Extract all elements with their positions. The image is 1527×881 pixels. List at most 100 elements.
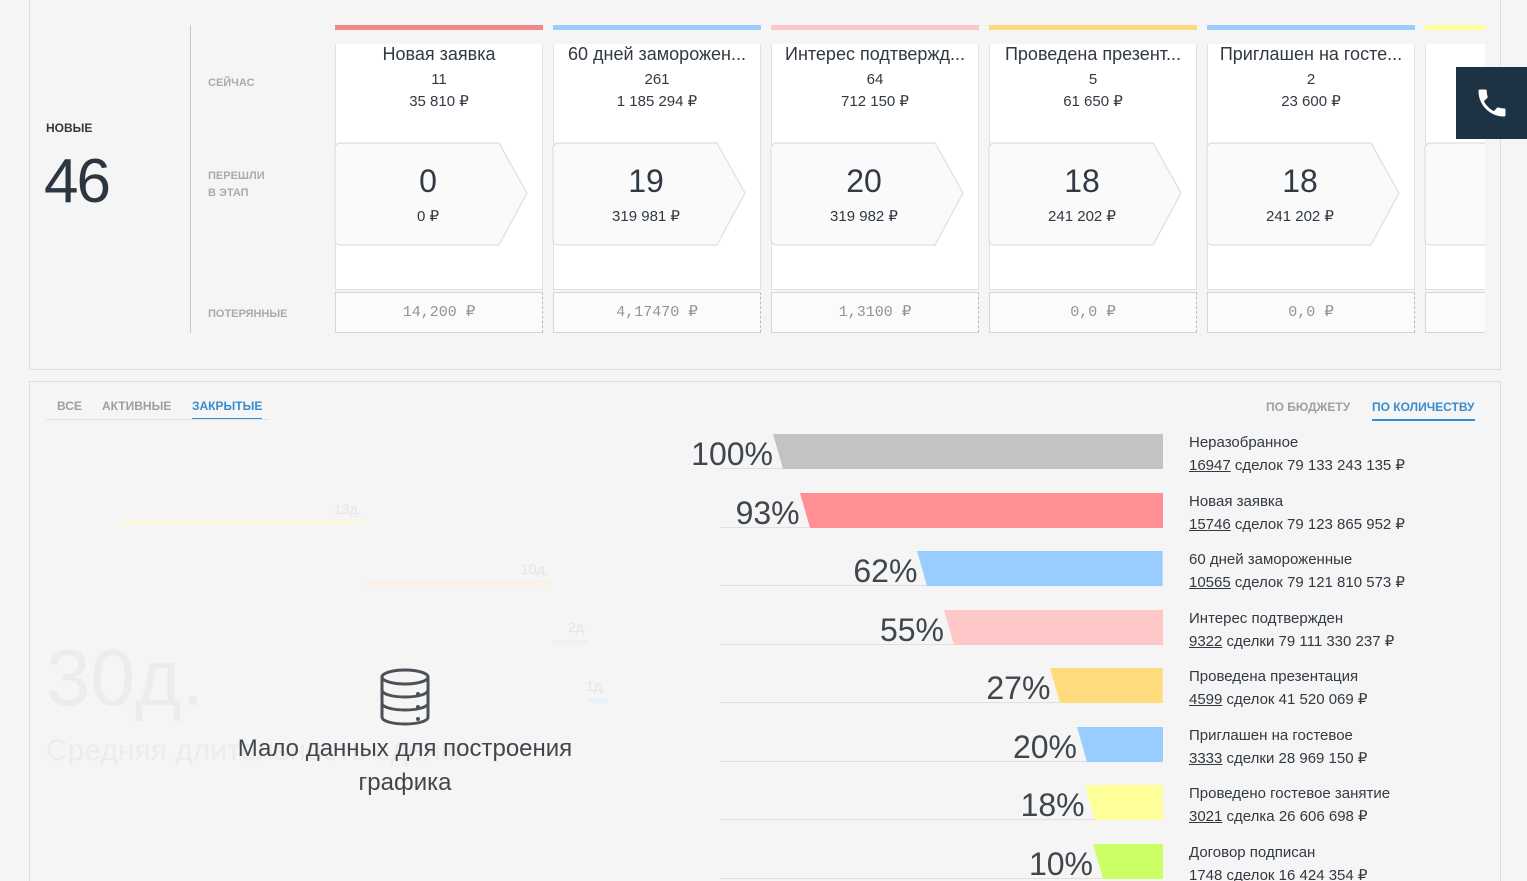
stage-color-bar — [553, 25, 761, 30]
analytics-panel: ВСЕ АКТИВНЫЕ ЗАКРЫТЫЕ ПО БЮДЖЕТУ ПО КОЛИ… — [29, 381, 1501, 881]
stage-moved-budget: 241 202 ₽ — [1266, 208, 1334, 225]
stage-card-body: 60 дней заморожен... 261 1 185 294 ₽ 19 319 … — [552, 44, 761, 290]
funnel-stage-name: Новая заявка — [1189, 492, 1284, 510]
row-label-moved-line2: В ЭТАП — [208, 187, 249, 199]
funnel-deals-link[interactable]: 16947 — [1189, 457, 1231, 474]
funnel-stage-name: Неразобранное — [1189, 434, 1299, 451]
funnel-deals-word: сделок — [1234, 457, 1283, 474]
funnel-amount: 79 123 865 952 ₽ — [1287, 515, 1405, 533]
phone-button[interactable] — [1456, 67, 1527, 139]
stage-moved-budget: 241 202 ₽ — [1048, 208, 1116, 225]
funnel-deals-word: сделок — [1234, 574, 1283, 591]
funnel-row: 62% — [720, 551, 1163, 589]
funnel-deals-link[interactable]: 9322 — [1189, 632, 1223, 650]
stages-strip: Новая заявка 11 35 810 ₽0 0 ₽14,200 ₽60 дне… — [305, 0, 1485, 345]
funnel-row: 93% — [720, 492, 1163, 531]
funnel-deals-word: сделок — [1234, 515, 1283, 533]
stage-card-body: Приглашен на госте... 2 23 600 ₽ 18 241 202 … — [1205, 44, 1415, 290]
mode-by-count-button[interactable]: ПО КОЛИЧЕСТВУ — [1372, 400, 1475, 421]
stage-lost-value: 1,3100 ₽ — [771, 292, 979, 333]
funnel-stage-name: Приглашен на гостевое — [1189, 726, 1353, 744]
stage-count: 5 — [1088, 71, 1098, 88]
stage-color-bar — [1207, 25, 1415, 30]
tab-all[interactable]: ВСЕ — [57, 399, 82, 413]
stage-card[interactable]: 60 дней заморожен... 261 1 185 294 ₽ 19 319 … — [552, 25, 761, 290]
funnel-stage-detail: 15746 сделок 79 123 865 952 ₽ — [1189, 515, 1405, 533]
funnel-percent: 55% — [879, 611, 944, 648]
stage-card-body: Новая заявка 11 35 810 ₽ 0 0 ₽ — [333, 44, 543, 290]
funnel-row: 100% — [691, 434, 1163, 472]
funnel-stage-name: Проведено гостевое занятие — [1189, 785, 1391, 802]
avg-duration-value: 30д. — [46, 633, 204, 722]
stage-card[interactable]: Интерес подтвержд... 64 712 150 ₽ 20 319 982… — [769, 25, 979, 290]
funnel-percent: 18% — [1020, 787, 1085, 823]
funnel-percent: 27% — [986, 670, 1051, 706]
row-label-lost: ПОТЕРЯННЫЕ — [208, 308, 288, 320]
stage-moved-budget: 319 982 ₽ — [830, 208, 898, 225]
stage-card[interactable]: Новая заявка 11 35 810 ₽ 0 0 ₽ — [333, 25, 543, 290]
funnel-deals-word: сделки — [1226, 749, 1275, 767]
funnel-deals-link[interactable]: 15746 — [1189, 515, 1231, 533]
funnel-percent: 100% — [691, 436, 773, 472]
stage-card[interactable]: Приглашен на госте... 2 23 600 ₽ 18 241 202 … — [1205, 25, 1415, 290]
funnel-row: 27% — [720, 668, 1163, 706]
new-deals-count: 46 — [44, 147, 111, 216]
funnel-percent: 62% — [853, 553, 918, 589]
funnel-amount: 79 133 243 135 ₽ — [1287, 457, 1405, 474]
funnel-deals-link[interactable]: 10565 — [1189, 574, 1231, 591]
funnel-bar — [1050, 668, 1163, 703]
tab-closed[interactable]: ЗАКРЫТЫЕ — [192, 399, 263, 420]
stage-count: 11 — [431, 71, 447, 88]
funnel-deals-link[interactable]: 3021 — [1189, 808, 1223, 825]
stage-color-bar — [1425, 25, 1485, 30]
funnel-amount: 79 111 330 237 ₽ — [1278, 632, 1395, 650]
mode-by-budget-button[interactable]: ПО БЮДЖЕТУ — [1266, 400, 1351, 414]
funnel-amount: 28 969 150 ₽ — [1278, 749, 1368, 767]
stage-count: 2 — [1306, 71, 1316, 88]
ghost-label: 1д. — [586, 678, 606, 694]
funnel-baseline — [720, 819, 1163, 820]
funnel-deals-link[interactable]: 3333 — [1189, 749, 1223, 767]
pipeline-summary-panel: НОВЫЕ 46 СЕЙЧАС ПЕРЕШЛИ В ЭТАП ПОТЕРЯННЫ… — [29, 0, 1501, 370]
funnel-bar — [799, 492, 1163, 528]
funnel-row: 18% — [720, 785, 1163, 823]
funnel-baseline — [720, 760, 1163, 762]
funnel-stage-detail: 1748 сделок 16 424 354 ₽ — [1189, 866, 1367, 881]
ghost-bar — [120, 520, 365, 525]
stage-moved-count: 0 — [419, 163, 437, 199]
new-deals-label: НОВЫЕ — [46, 121, 93, 135]
funnel-deals-link[interactable]: 1748 — [1189, 866, 1223, 881]
funnel-deals-word: сделок — [1226, 866, 1275, 881]
funnel-bar — [944, 609, 1163, 645]
stage-name: Приглашен на госте... — [1219, 44, 1403, 64]
funnel-stage-detail: 16947 сделок 79 133 243 135 ₽ — [1189, 456, 1405, 474]
stage-moved-arrow: 18 241 202 ₽ — [987, 141, 1183, 249]
stage-name: 60 дней заморожен... — [568, 44, 746, 64]
funnel-row: 55% — [720, 609, 1163, 648]
funnel-percent: 93% — [735, 494, 800, 531]
funnel-amount: 41 520 069 ₽ — [1278, 691, 1368, 708]
funnel-stage-detail: 9322 сделки 79 111 330 237 ₽ — [1189, 632, 1394, 650]
funnel-deals-link[interactable]: 4599 — [1189, 691, 1223, 708]
row-label-now: СЕЙЧАС — [208, 77, 255, 89]
stage-card[interactable]: Проведена презент... 5 61 650 ₽ 18 241 202 ₽ — [987, 25, 1197, 290]
stage-moved-count: 1 — [1423, 163, 1485, 200]
stage-name: Интерес подтвержд... — [785, 44, 965, 64]
funnel-baseline — [720, 643, 1163, 645]
vertical-divider — [190, 25, 191, 333]
stage-card[interactable]: Проведе1241 — [1423, 25, 1485, 290]
stage-moved-budget: 0 ₽ — [416, 208, 440, 225]
stage-moved-arrow: 18 241 202 ₽ — [1205, 141, 1401, 249]
funnel-stage-name: Проведена презентация — [1189, 668, 1359, 685]
tab-active[interactable]: АКТИВНЫЕ — [102, 399, 172, 413]
stage-moved-arrow: 0 0 ₽ — [333, 141, 529, 249]
stage-lost-value: 0,0 ₽ — [989, 292, 1197, 333]
ghost-label: 2д. — [568, 619, 588, 635]
funnel-amount: 16 424 354 ₽ — [1278, 866, 1368, 881]
funnel-deals-word: сделки — [1226, 632, 1275, 650]
stage-color-bar — [335, 25, 543, 30]
funnel-stage-detail: 10565 сделок 79 121 810 573 ₽ — [1189, 573, 1405, 591]
stage-moved-budget: 241 — [1423, 207, 1485, 224]
stage-budget: 23 600 ₽ — [1281, 93, 1341, 110]
stage-moved-arrow: 20 319 982 ₽ — [769, 141, 965, 249]
